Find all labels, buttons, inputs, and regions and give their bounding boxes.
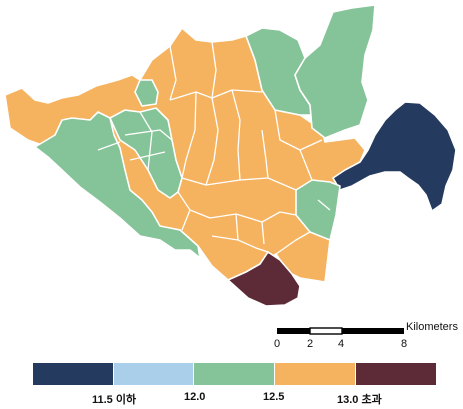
map-region-northeast	[294, 4, 376, 139]
map-region-west	[34, 111, 201, 259]
map-region-northwest	[134, 79, 159, 107]
legend-break-2: 12.0	[184, 391, 206, 403]
legend-break-3: 12.5	[263, 391, 285, 403]
scale-bar: Kilometers 0 2 4 8	[270, 318, 463, 352]
legend-bin-1	[33, 363, 113, 385]
scale-segment-3	[342, 328, 404, 334]
map-region-south	[227, 251, 301, 307]
scale-tick-2: 2	[307, 338, 314, 350]
legend-bin-3	[194, 363, 274, 385]
legend-bin-5	[356, 363, 436, 385]
legend: 11.5 이하 12.0 12.5 13.0 초과	[0, 355, 463, 409]
legend-bin-2	[114, 363, 193, 385]
legend-break-4: 13.0 초과	[337, 394, 382, 406]
legend-bin-4	[275, 363, 355, 385]
scale-tick-0: 0	[274, 338, 281, 350]
map-region-east-south	[295, 179, 341, 241]
legend-break-1: 11.5 이하	[92, 394, 137, 406]
scale-tick-8: 8	[401, 338, 408, 350]
scale-tick-4: 4	[338, 338, 345, 350]
scale-segment-1	[277, 328, 310, 334]
scale-unit: Kilometers	[406, 321, 458, 333]
map-region-east	[332, 101, 457, 212]
choropleth-map	[4, 4, 457, 307]
district-boundaries	[97, 41, 331, 255]
scale-segment-2	[309, 327, 343, 335]
